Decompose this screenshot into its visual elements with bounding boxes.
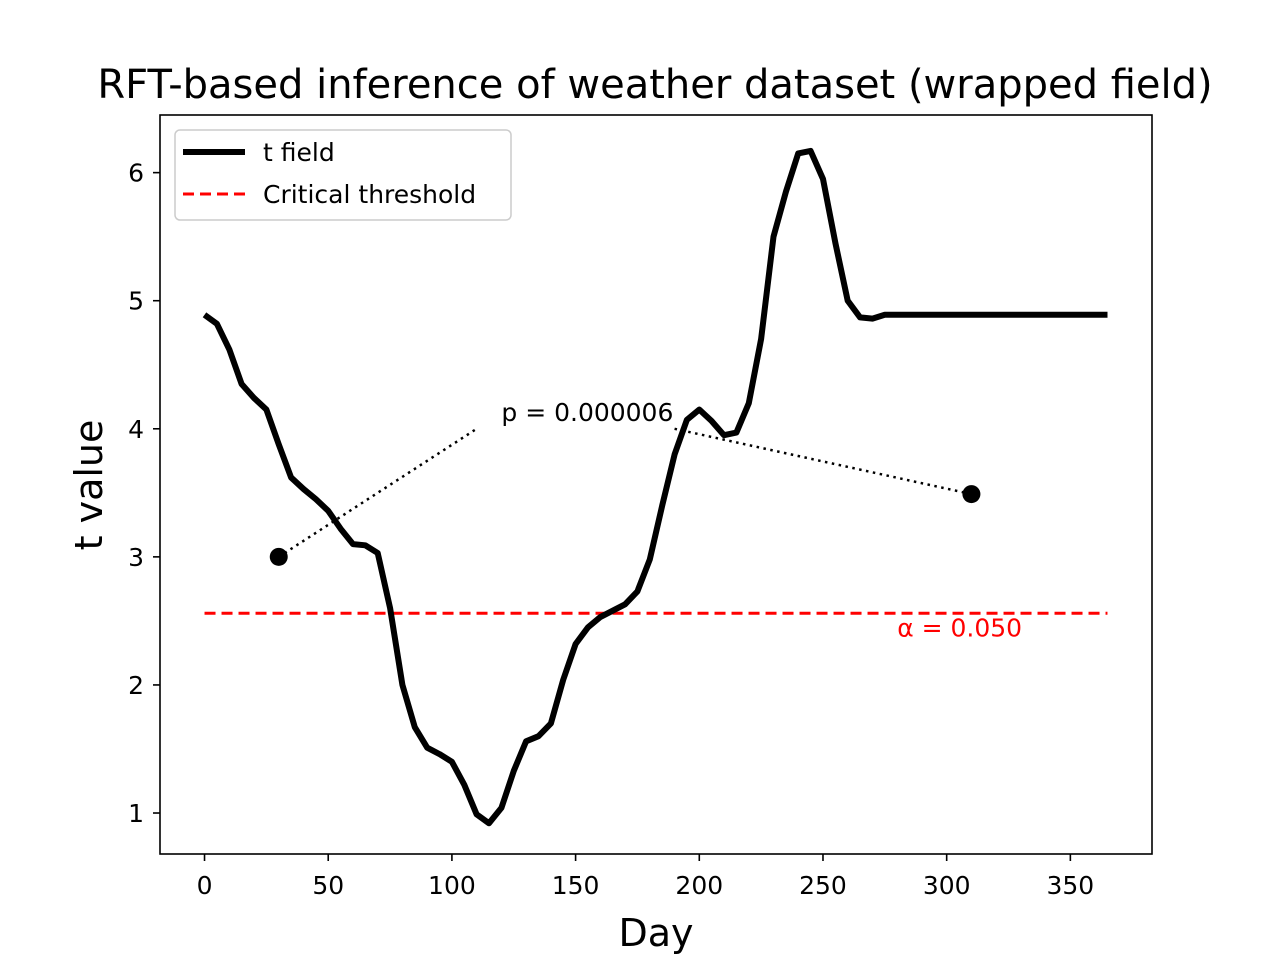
y-axis-label: t value <box>67 420 111 551</box>
y-tick-label: 1 <box>128 799 144 828</box>
y-tick-label: 6 <box>128 159 144 188</box>
annotation-connector-left <box>278 427 478 558</box>
y-tick-label: 4 <box>128 415 144 444</box>
alpha-annotation: α = 0.050 <box>897 613 1022 642</box>
legend-label-critical-threshold: Critical threshold <box>263 180 476 209</box>
x-tick-label: 50 <box>312 871 344 900</box>
t-field-line <box>202 147 1108 827</box>
x-tick-label: 250 <box>799 871 847 900</box>
chart-title: RFT-based inference of weather dataset (… <box>97 62 1212 108</box>
x-tick-label: 350 <box>1047 871 1095 900</box>
x-tick-label: 200 <box>675 871 723 900</box>
x-axis-ticks: 0 50 100 150 200 250 300 350 <box>197 854 1095 900</box>
legend: t field Critical threshold <box>174 129 512 221</box>
plot-area: p = 0.000006 α = 0.050 <box>159 114 1153 855</box>
legend-box <box>174 129 512 221</box>
y-tick-label: 5 <box>128 287 144 316</box>
annotation-connector-right <box>674 427 972 496</box>
x-tick-label: 0 <box>197 871 213 900</box>
x-axis-label: Day <box>618 911 693 955</box>
x-tick-label: 100 <box>428 871 476 900</box>
annotation-marker <box>962 485 981 504</box>
series-layer <box>202 147 1108 827</box>
y-tick-label: 3 <box>128 543 144 572</box>
p-value-annotation: p = 0.000006 <box>501 398 673 427</box>
annotation-layer: p = 0.000006 α = 0.050 <box>269 398 1022 642</box>
y-tick-label: 2 <box>128 671 144 700</box>
x-tick-label: 150 <box>552 871 600 900</box>
legend-label-t-field: t field <box>263 138 335 167</box>
x-tick-label: 300 <box>923 871 971 900</box>
y-axis-ticks: 1 2 3 4 5 6 <box>128 159 160 828</box>
annotation-marker <box>269 547 288 566</box>
axes-frame <box>159 114 1153 855</box>
